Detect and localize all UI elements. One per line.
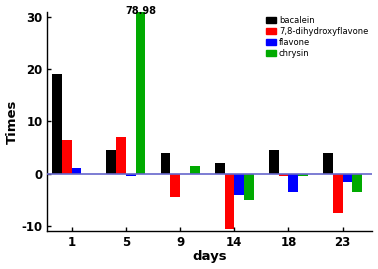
Bar [170,174,180,197]
Bar [161,153,170,174]
Bar [298,174,308,176]
Bar [116,137,126,174]
Bar [323,153,333,174]
Bar [190,166,200,174]
Bar [225,174,234,229]
Bar [215,163,225,174]
Bar [269,150,279,174]
Bar [333,174,342,213]
Bar [352,174,362,192]
Bar [62,140,72,174]
Bar [234,174,244,194]
Bar [288,174,298,192]
Bar [106,150,116,174]
Bar [342,174,352,182]
Legend: bacalein, 7,8-dihydroxyflavone, flavone, chrysin: bacalein, 7,8-dihydroxyflavone, flavone,… [264,14,370,60]
Text: 78.98: 78.98 [125,6,156,16]
X-axis label: days: days [192,250,227,263]
Bar [126,174,136,176]
Bar [279,174,288,176]
Bar [136,0,146,174]
Y-axis label: Times: Times [6,99,19,144]
Bar [72,168,81,174]
Bar [52,74,62,174]
Bar [244,174,254,200]
